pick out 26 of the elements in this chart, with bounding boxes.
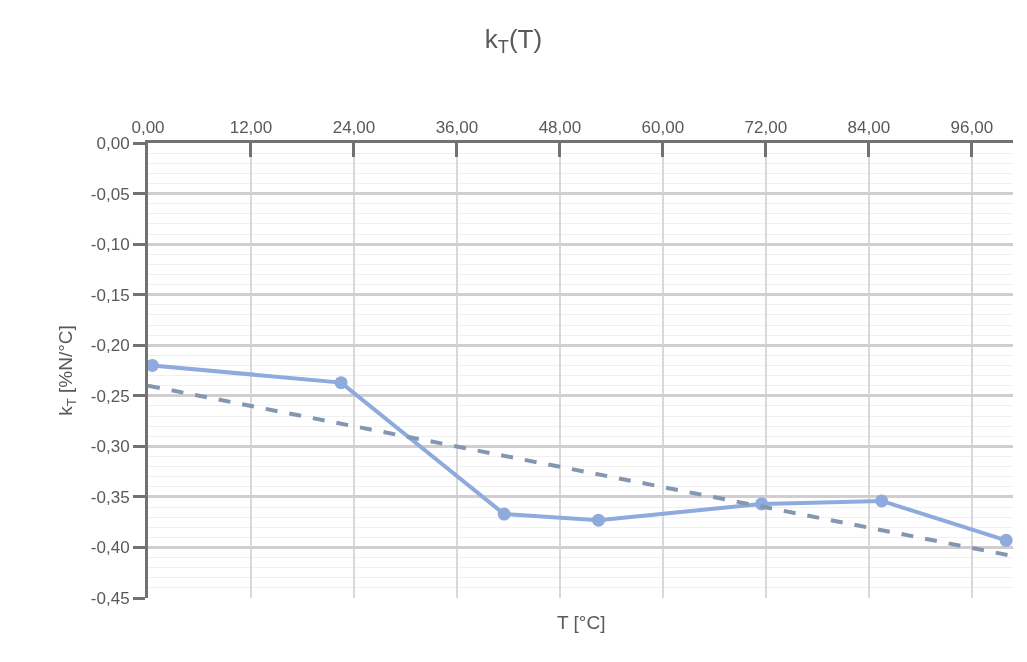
y-tick-label: -0,20: [90, 336, 130, 356]
x-tick-label: 60,00: [641, 118, 685, 138]
y-tick-label: -0,45: [90, 588, 130, 608]
x-tick-label: 48,00: [538, 118, 582, 138]
y-tick-label: -0,10: [90, 235, 130, 255]
x-axis-title: T [°C]: [557, 612, 606, 633]
point: [497, 507, 511, 521]
y-tick-label: -0,30: [90, 437, 130, 457]
y-tick-label: -0,40: [90, 538, 130, 558]
x-tick-label: 96,00: [950, 118, 994, 138]
point: [592, 513, 606, 527]
x-tick-label: 72,00: [744, 118, 788, 138]
point: [999, 533, 1013, 547]
x-tick-label: 24,00: [332, 118, 376, 138]
x-tick-label: 12,00: [229, 118, 273, 138]
chart-title: k$_{T}$(T): [484, 23, 543, 58]
point: [875, 494, 889, 508]
y-tick-label: 0,00: [96, 133, 130, 153]
x-tick-label: 36,00: [435, 118, 479, 138]
x-tick-label: 0,00: [131, 118, 165, 138]
y-tick-label: -0,15: [90, 285, 130, 305]
point: [334, 376, 348, 390]
y-tick-label: -0,05: [90, 184, 130, 204]
y-tick-label: -0,25: [90, 386, 130, 406]
x-tick-label: 84,00: [847, 118, 891, 138]
y-tick-label: -0,35: [90, 487, 130, 507]
